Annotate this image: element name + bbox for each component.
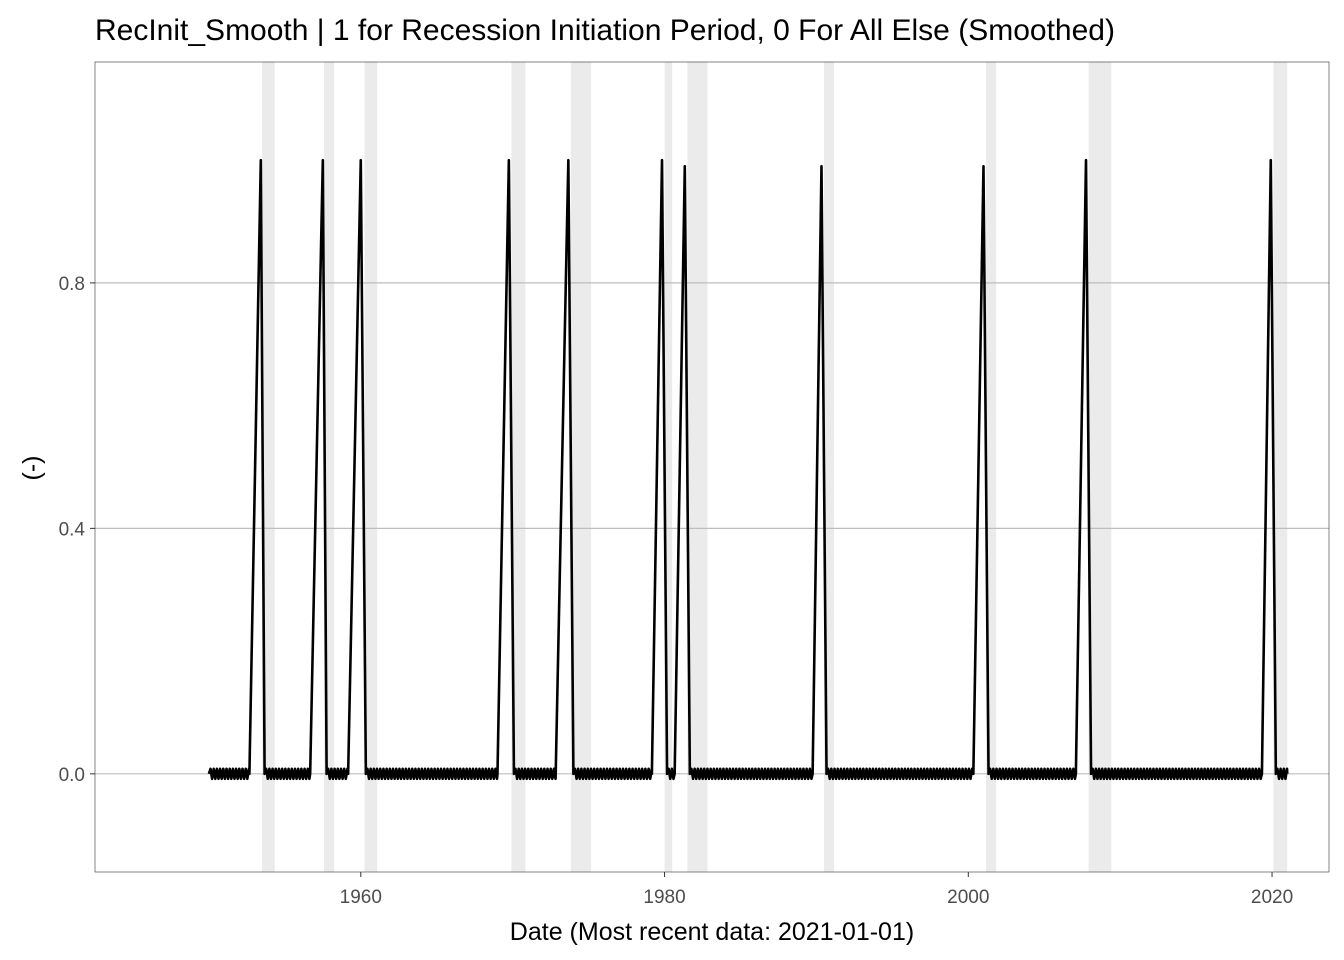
x-tick-label: 1960 [340,887,382,908]
plot-panel-border [94,61,1330,873]
recession-band [664,62,673,872]
x-tick-label: 2020 [1251,887,1293,908]
recession-band [1088,62,1112,872]
recession-band [570,62,592,872]
recession-band [824,62,835,872]
chart-title: RecInit_Smooth | 1 for Recession Initiat… [95,14,1115,47]
y-axis-title: (-) [18,456,46,481]
y-tick-label: 0.8 [59,274,85,295]
recession-band [687,62,708,872]
y-tick-label: 0.0 [59,765,85,786]
y-tick-label: 0.4 [59,519,86,540]
recession-band [324,62,335,872]
x-tick-label: 1980 [643,887,685,908]
x-axis-title: Date (Most recent data: 2021-01-01) [510,918,914,946]
recession-band [511,62,526,872]
recession-band [364,62,378,872]
x-tick-label: 2000 [947,887,989,908]
series-line [207,158,1289,781]
recession-band [986,62,997,872]
recession-band [1273,62,1288,872]
